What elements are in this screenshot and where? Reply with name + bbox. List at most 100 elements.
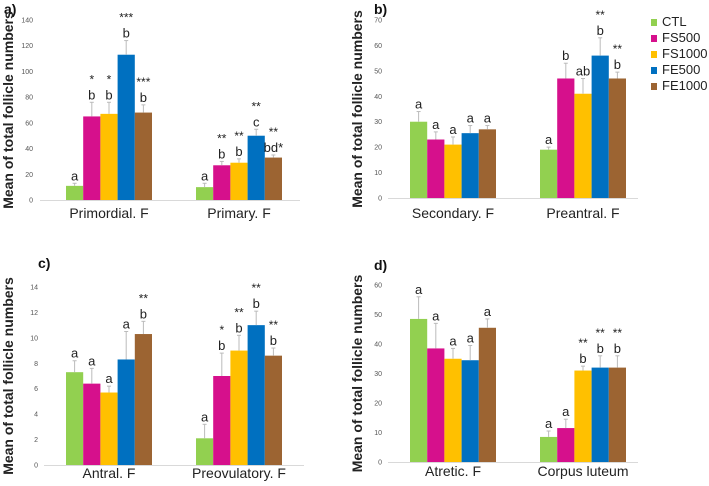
category-label: Secondary. F: [412, 205, 494, 221]
y-tick-label: 0: [378, 196, 382, 203]
y-tick-label: 8: [34, 361, 38, 368]
category-label: Preantral. F: [546, 205, 619, 221]
bar-fs500: [213, 376, 231, 465]
y-tick-label: 20: [374, 145, 382, 152]
y-tick-label: 60: [374, 43, 382, 50]
legend-swatch-ctl: [651, 19, 657, 26]
bar-fe1000: [134, 112, 152, 200]
bar-fs500: [213, 165, 231, 200]
significance-stars: **: [613, 42, 623, 56]
legend-label: CTL: [662, 14, 687, 29]
significance-letter: a: [545, 132, 553, 147]
bar-fe500: [591, 367, 609, 462]
bar-ctl: [66, 372, 84, 465]
significance-stars: **: [596, 8, 606, 22]
y-tick-label: 2: [34, 437, 38, 444]
significance-stars: **: [234, 129, 244, 143]
significance-letter: b: [235, 144, 242, 159]
significance-letter: a: [467, 330, 475, 345]
significance-letter: b: [597, 23, 604, 38]
significance-letter: b: [253, 296, 260, 311]
bar-fs1000: [100, 113, 118, 200]
significance-letter: a: [545, 416, 553, 431]
significance-stars: **: [578, 336, 588, 350]
y-tick-label: 60: [25, 120, 33, 127]
bar-fs500: [427, 139, 445, 198]
bar-ctl: [196, 187, 214, 200]
significance-letter: a: [484, 111, 492, 126]
bar-ctl: [66, 185, 84, 200]
y-tick-label: 6: [34, 386, 38, 393]
panel-label: b): [374, 1, 387, 17]
panel-c: c) Mean of total follicle numbers 0 2 4 6 8 10 1…: [0, 255, 304, 481]
y-tick-label: 10: [374, 170, 382, 177]
significance-stars: ***: [119, 11, 133, 25]
category-label: Atretic. F: [425, 463, 481, 479]
legend-label: FE500: [662, 62, 700, 77]
y-tick-label: 0: [34, 463, 38, 470]
category-label: Primary. F: [207, 205, 271, 221]
bar-ctl: [540, 436, 558, 462]
bar-fe1000: [134, 334, 152, 465]
significance-letter: c: [253, 114, 260, 129]
legend-label: FE1000: [662, 78, 708, 93]
significance-letter: a: [449, 333, 457, 348]
significance-letter: b: [270, 333, 277, 348]
bar-fe500: [117, 54, 135, 200]
bar-fs500: [557, 428, 575, 462]
category-label: Antral. F: [83, 465, 136, 481]
bar-fs1000: [444, 358, 462, 462]
bar-fe1000: [608, 367, 626, 462]
significance-stars: **: [613, 326, 623, 340]
y-tick-label: 40: [374, 342, 382, 349]
significance-letter: b: [88, 87, 95, 102]
significance-letter: a: [467, 111, 475, 126]
bar-fs1000: [444, 144, 462, 198]
bar-fs1000: [100, 392, 118, 465]
significance-letter: b: [105, 87, 112, 102]
bar-fs1000: [230, 350, 248, 465]
significance-stars: **: [234, 305, 244, 319]
significance-letter: b: [614, 57, 621, 72]
bar-fs1000: [230, 162, 248, 200]
y-tick-label: 12: [30, 310, 38, 317]
y-axis-title: Mean of total follicle numbers: [349, 275, 365, 473]
y-tick-label: 20: [25, 172, 33, 179]
y-tick-label: 70: [374, 18, 382, 25]
legend-label: FS1000: [662, 46, 708, 61]
bar-fs500: [427, 348, 445, 462]
significance-letter: a: [484, 304, 492, 319]
y-axis-title: Mean of total follicle numbers: [0, 11, 16, 209]
significance-letter: a: [88, 353, 96, 368]
panel-label: c): [38, 255, 50, 271]
panel-b: b) Mean of total follicle numbers 0 10 20 30 4…: [349, 1, 638, 221]
significance-letter: a: [562, 404, 570, 419]
significance-letter: a: [449, 122, 457, 137]
y-tick-label: 60: [374, 283, 382, 290]
bar-ctl: [196, 438, 214, 465]
significance-stars: *: [89, 72, 94, 86]
significance-letter: b: [218, 146, 225, 161]
y-tick-label: 14: [30, 285, 38, 292]
bar-ctl: [410, 318, 428, 462]
significance-letter: a: [415, 97, 423, 112]
legend-label: FS500: [662, 30, 700, 45]
y-tick-label: 30: [374, 371, 382, 378]
panel-label: a): [4, 1, 16, 17]
bar-ctl: [410, 121, 428, 198]
significance-letter: b: [597, 341, 604, 356]
significance-stars: ***: [136, 75, 150, 89]
significance-letter: a: [432, 117, 440, 132]
significance-stars: **: [269, 318, 279, 332]
panel-a: a)Mean of total follicle numbers 0 20 40 60 8…: [0, 1, 300, 221]
significance-letter: b: [218, 338, 225, 353]
y-tick-label: 40: [374, 94, 382, 101]
panel-label: d): [374, 257, 387, 273]
legend-swatch-fs1000: [651, 51, 657, 58]
y-tick-label: 100: [21, 69, 33, 76]
category-label: Preovulatory. F: [192, 465, 286, 481]
significance-stars: **: [596, 326, 606, 340]
significance-letter: a: [71, 168, 79, 183]
significance-stars: **: [139, 291, 149, 305]
